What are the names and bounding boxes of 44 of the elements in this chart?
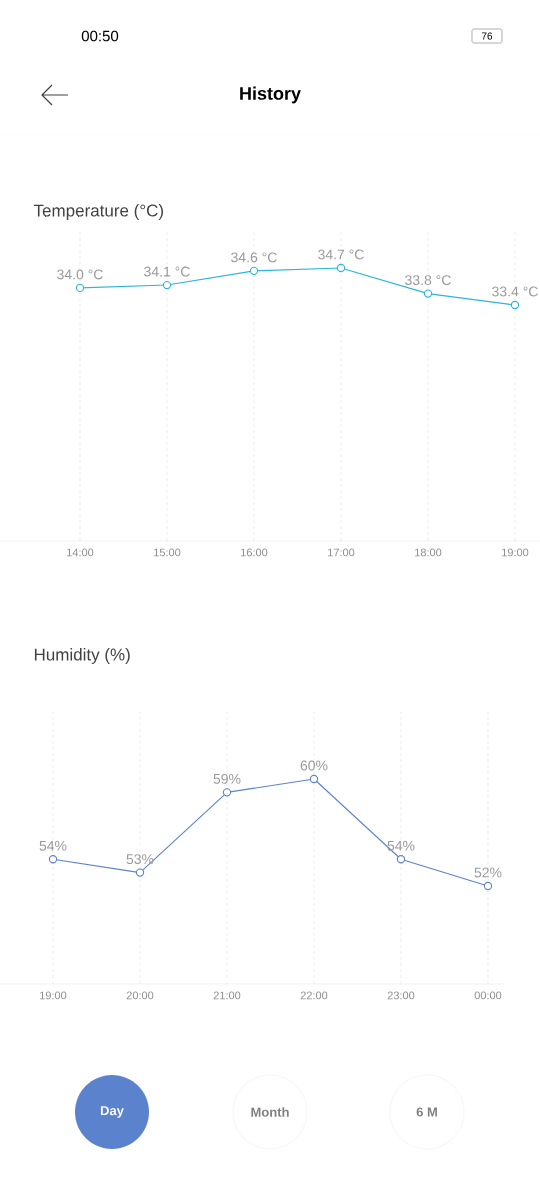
point [423, 289, 433, 298]
chart-title: Humidity (%) [34, 648, 130, 664]
data-label: 34.7 °C [318, 249, 364, 260]
data-label: 33.4 °C [492, 286, 538, 297]
point [249, 266, 259, 275]
x-tick-label: 14:00 [67, 548, 94, 557]
data-label: 60% [300, 760, 328, 771]
x-tick-label: 19:00 [502, 548, 529, 557]
point [309, 774, 319, 784]
x-tick-label: 00:00 [474, 991, 502, 1000]
data-label: 34.0 °C [57, 269, 103, 280]
x-tick-label: 16:00 [241, 548, 268, 557]
text: 6 M [416, 1107, 437, 1117]
text: 76 [481, 32, 493, 40]
text: History [240, 86, 301, 104]
text: Day [100, 1106, 124, 1118]
data-label: 54% [39, 840, 67, 851]
text: 00:50 [81, 30, 119, 42]
data-label: 59% [213, 773, 241, 784]
data-label: 52% [474, 867, 502, 878]
x-tick-label: 23:00 [387, 991, 415, 1000]
data-label: 34.6 °C [231, 252, 277, 263]
x-tick-label: 22:00 [300, 991, 328, 1000]
data-label: 34.1 °C [144, 266, 190, 277]
point [336, 263, 346, 273]
data-label: 54% [387, 840, 415, 851]
point [510, 300, 520, 310]
data-label: 33.8 °C [405, 275, 451, 286]
x-tick-label: 18:00 [415, 548, 442, 557]
data-label: 53% [126, 854, 154, 865]
text: Month [251, 1107, 289, 1117]
point [162, 280, 172, 290]
x-tick-label: 19:00 [40, 991, 67, 1000]
x-tick-label: 17:00 [328, 548, 355, 557]
x-tick-label: 15:00 [154, 548, 181, 557]
point [483, 881, 493, 891]
point [135, 868, 145, 877]
point [396, 855, 406, 864]
point [75, 283, 85, 293]
x-tick-label: 20:00 [126, 991, 154, 1000]
x-tick-label: 21:00 [213, 991, 241, 1000]
point [222, 788, 232, 797]
chart-title: Temperature (°C) [33, 204, 164, 220]
point [48, 855, 58, 864]
